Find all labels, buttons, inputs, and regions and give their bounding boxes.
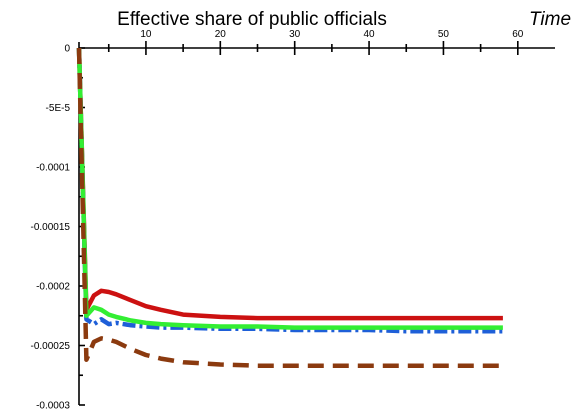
series-line-2: [76, 47, 503, 334]
y-tick-label: -0.00015: [31, 222, 71, 233]
series-line-1: [76, 47, 503, 321]
y-tick-label: 0: [64, 44, 70, 55]
series-layer: [76, 47, 503, 368]
x-tick-label: 50: [438, 29, 450, 40]
chart-title: Effective share of public officials: [117, 9, 387, 30]
series-line-3: [76, 47, 503, 330]
x-tick-label: 20: [215, 29, 227, 40]
x-tick-label: 10: [140, 29, 152, 40]
axes: 0 -5E-5 -0.0001 -0.00015 -0.0002 -0.00025 -0.0…: [31, 29, 555, 412]
x-tick-label: 60: [512, 29, 524, 40]
series-line-4: [76, 47, 503, 368]
y-tick-label: -0.0003: [36, 401, 70, 412]
x-tick-label: 30: [289, 29, 301, 40]
y-tick-label: -0.0002: [36, 282, 70, 293]
x-tick-label: 40: [364, 29, 376, 40]
y-tick-label: -0.00025: [31, 341, 71, 352]
y-tick-label: -5E-5: [46, 103, 71, 114]
x-axis-label: Time: [529, 9, 571, 30]
y-tick-label: -0.0001: [36, 163, 70, 174]
